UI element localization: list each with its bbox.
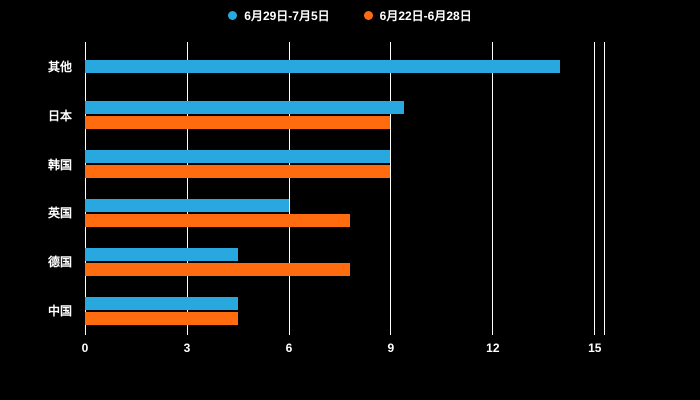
legend-item-week-jun29-jul5[interactable]: 6月29日-7月5日	[228, 7, 330, 24]
bar-blue	[85, 247, 238, 261]
bar-blue	[85, 150, 391, 164]
x-tick-label: 9	[387, 341, 395, 355]
bar-group	[85, 188, 604, 237]
bar-orange	[85, 262, 350, 276]
category-label: 德国	[47, 255, 72, 270]
category-label: 中国	[47, 304, 72, 319]
bar-group	[85, 91, 604, 140]
legend-item-week-jun22-jun28[interactable]: 6月22日-6月28日	[363, 7, 472, 24]
bar-orange	[85, 213, 350, 227]
category-label: 日本	[47, 108, 72, 123]
legend-marker-orange-icon	[363, 11, 373, 20]
gridline	[288, 42, 290, 335]
category-label: 韩国	[47, 157, 72, 172]
category-label: 英国	[47, 206, 72, 221]
x-tick-label: 0	[81, 341, 89, 355]
legend-label-week-jun29-jul5: 6月29日-7月5日	[244, 9, 330, 23]
plot-area	[85, 42, 605, 335]
x-tick-label: 6	[285, 341, 293, 355]
bar-group	[85, 237, 604, 286]
bar-group	[85, 140, 604, 189]
legend-marker-blue-icon	[228, 11, 238, 20]
x-tick-label: 12	[486, 341, 500, 355]
bar-blue	[85, 59, 560, 73]
gridline	[186, 42, 188, 335]
x-tick-label: 15	[588, 341, 602, 355]
bar-blue	[85, 296, 238, 310]
bar-rows	[85, 42, 604, 335]
bar-orange	[85, 116, 391, 130]
gridline	[593, 42, 595, 335]
bar-blue	[85, 101, 404, 115]
bar-orange	[85, 165, 391, 179]
bar-orange	[85, 311, 238, 325]
bar-blue	[85, 198, 289, 212]
x-tick-label: 3	[183, 341, 191, 355]
gridline	[492, 42, 494, 335]
gridline	[85, 42, 86, 335]
x-axis-tick-labels: 0 3 6 9 12 15	[81, 341, 605, 357]
category-label: 其他	[47, 59, 72, 74]
y-axis-category-labels: 其他日本韩国英国德国中国	[0, 42, 72, 335]
bar-group	[85, 42, 604, 91]
legend-label-week-jun22-jun28: 6月22日-6月28日	[379, 9, 472, 23]
gridline	[390, 42, 392, 335]
legend: 6月29日-7月5日 6月22日-6月28日	[0, 7, 700, 24]
bar-group	[85, 286, 604, 335]
